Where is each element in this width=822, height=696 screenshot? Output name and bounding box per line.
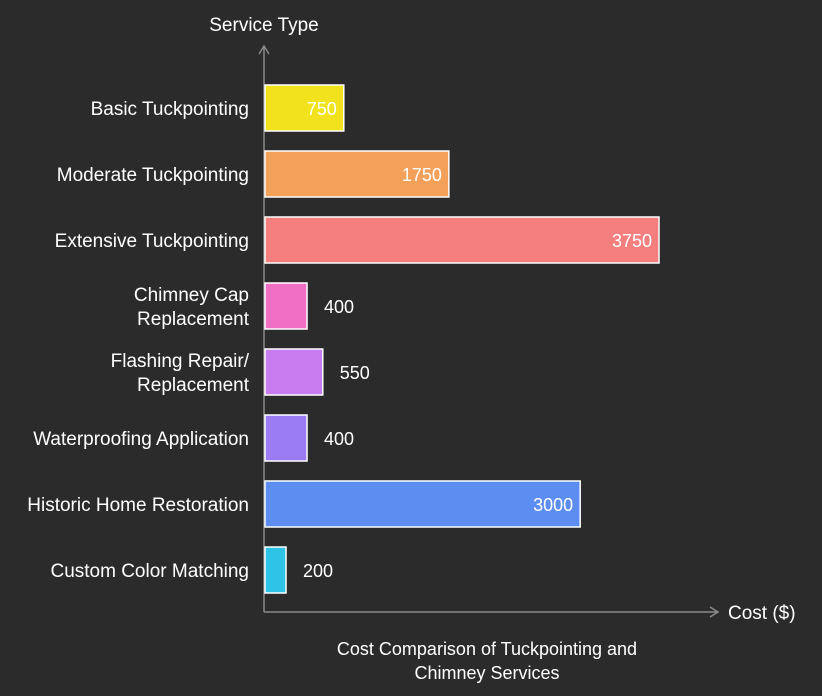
category-label-extensive-tuckpointing: Extensive Tuckpointing (55, 231, 249, 252)
bar-moderate-tuckpointing (264, 150, 450, 198)
value-label-flashing-repair-replacement: 550 (340, 363, 370, 383)
category-label-historic-home-restoration: Historic Home Restoration (27, 495, 249, 516)
value-label-custom-color-matching: 200 (303, 561, 333, 581)
category-label-moderate-tuckpointing: Moderate Tuckpointing (57, 165, 249, 186)
value-label-chimney-cap-replacement: 400 (324, 297, 354, 317)
value-label-basic-tuckpointing: 750 (307, 99, 337, 119)
value-label-historic-home-restoration: 3000 (533, 495, 573, 515)
bar-historic-home-restoration (264, 480, 581, 528)
bar-chimney-cap-replacement (264, 282, 308, 330)
bar-custom-color-matching (264, 546, 287, 594)
y-axis-title: Service Type (209, 15, 318, 36)
category-labels: Basic Tuckpointing Moderate Tuckpointing E… (27, 99, 249, 582)
bar-waterproofing-application (264, 414, 308, 462)
category-label-flashing-repair-replacement: Flashing Repair/Replacement (111, 351, 250, 396)
category-label-waterproofing-application: Waterproofing Application (33, 429, 249, 450)
bar-extensive-tuckpointing (264, 216, 660, 264)
value-label-moderate-tuckpointing: 1750 (402, 165, 442, 185)
value-label-waterproofing-application: 400 (324, 429, 354, 449)
category-label-chimney-cap-replacement: Chimney Cap Replacement (134, 285, 250, 330)
value-labels: 750 1750 3750 400 550 400 3000 200 (303, 99, 652, 581)
category-label-basic-tuckpointing: Basic Tuckpointing (91, 99, 249, 120)
category-label-custom-color-matching: Custom Color Matching (50, 561, 249, 582)
x-axis-title: Cost ($) (728, 603, 796, 624)
chart-title: Cost Comparison of Tuckpointing and Chimn… (337, 639, 637, 683)
bars-group (264, 84, 660, 594)
value-label-extensive-tuckpointing: 3750 (612, 231, 652, 251)
bar-flashing-repair-replacement (264, 348, 324, 396)
bar-basic-tuckpointing (264, 84, 345, 132)
